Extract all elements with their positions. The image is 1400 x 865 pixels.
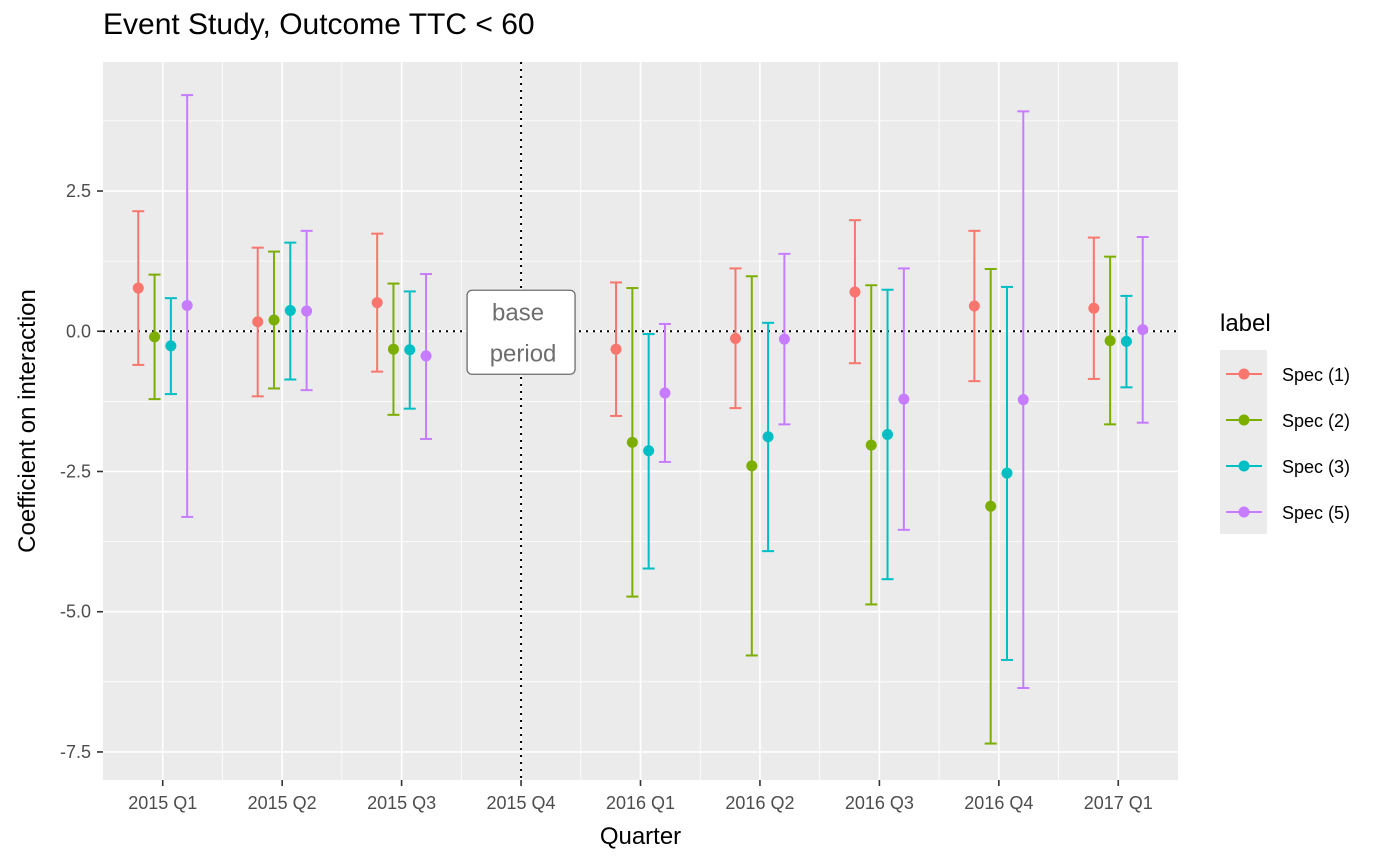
legend-label: Spec (5) [1282, 503, 1350, 523]
y-tick-label: -2.5 [60, 461, 91, 481]
data-point [882, 428, 894, 440]
annotation-line-2: period [490, 340, 557, 367]
data-point [849, 286, 861, 298]
data-point [865, 439, 877, 451]
x-axis-title: Quarter [600, 823, 681, 850]
y-tick-label: -5.0 [60, 602, 91, 622]
data-point [181, 299, 193, 311]
x-tick-label: 2017 Q1 [1084, 793, 1153, 813]
data-point [1120, 335, 1132, 347]
legend-label: Spec (2) [1282, 411, 1350, 431]
data-point [404, 344, 416, 356]
data-point [387, 343, 399, 355]
x-tick-label: 2016 Q3 [845, 793, 914, 813]
y-tick-label: -7.5 [60, 742, 91, 762]
data-point [149, 331, 161, 343]
major-gridlines [103, 62, 1178, 780]
legend-key-point [1238, 460, 1250, 472]
data-point [420, 350, 432, 362]
legend-label: Spec (3) [1282, 457, 1350, 477]
data-point [762, 431, 774, 443]
y-tick-label: 2.5 [66, 181, 91, 201]
legend-label: Spec (1) [1282, 365, 1350, 385]
data-point [284, 304, 296, 316]
data-point [371, 297, 383, 309]
legend-title: label [1220, 310, 1271, 337]
data-point [301, 305, 313, 317]
y-tick-label: 0.0 [66, 321, 91, 341]
data-point [132, 282, 144, 294]
data-point [1104, 335, 1116, 347]
y-axis-title: Coefficient on interaction [14, 289, 41, 553]
annotation-line-1: base [492, 299, 544, 326]
x-tick-label: 2015 Q4 [487, 793, 556, 813]
data-point [659, 387, 671, 399]
legend-items: Spec (1) Spec (2) Spec (3) Spec (5) [1226, 365, 1350, 523]
x-tick-label: 2015 Q2 [248, 793, 317, 813]
data-point [778, 333, 790, 345]
x-tick-label: 2015 Q1 [128, 793, 197, 813]
data-point [252, 316, 264, 328]
data-point [626, 436, 638, 448]
data-point [610, 343, 622, 355]
data-point [1137, 324, 1149, 336]
data-point [746, 460, 758, 472]
data-point [985, 500, 997, 512]
data-point [643, 445, 655, 457]
data-point [268, 314, 280, 326]
chart-title: Event Study, Outcome TTC < 60 [103, 8, 535, 41]
y-axis: 2.5 0.0 -2.5 -5.0 -7.5 [60, 181, 103, 762]
legend: label Spec (1) Spec (2) Spec (3) Spec (5) [1220, 310, 1350, 534]
x-axis: 2015 Q1 2015 Q2 2015 Q3 2015 Q4 2016 Q1 2016 … [128, 780, 1153, 813]
data-point [898, 393, 910, 405]
reference-lines [103, 62, 1178, 780]
legend-key-background [1220, 350, 1267, 534]
annotation-box [466, 289, 576, 375]
data-point [165, 340, 177, 352]
base-period-annotation: base period [466, 289, 576, 375]
data-point [1088, 302, 1100, 314]
data-point [1001, 467, 1013, 479]
data-point [968, 300, 980, 312]
data-point [729, 333, 741, 345]
legend-key-point [1238, 414, 1250, 426]
x-tick-label: 2016 Q4 [964, 793, 1033, 813]
legend-key-point [1238, 368, 1250, 380]
x-tick-label: 2015 Q3 [367, 793, 436, 813]
x-tick-label: 2016 Q2 [725, 793, 794, 813]
legend-key-point [1238, 506, 1250, 518]
data-point [1017, 394, 1029, 406]
x-tick-label: 2016 Q1 [606, 793, 675, 813]
chart-marks [132, 94, 1149, 745]
